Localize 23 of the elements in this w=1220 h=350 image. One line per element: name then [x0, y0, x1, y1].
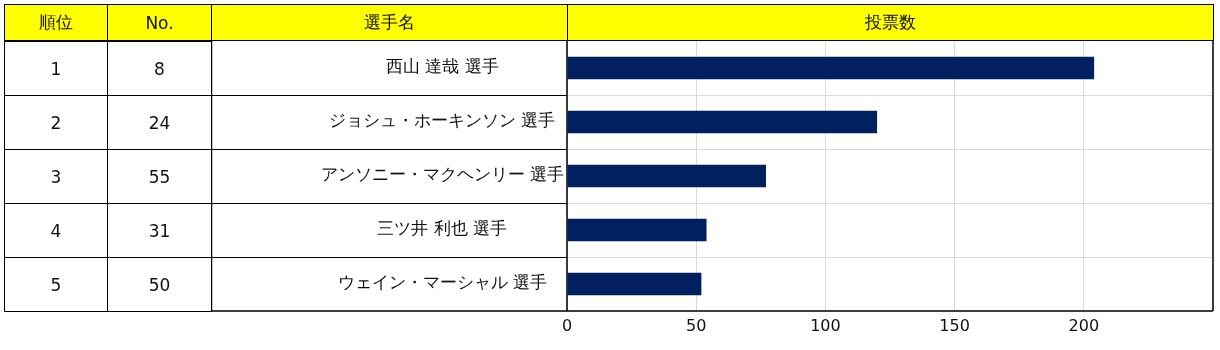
- text: 1: [4, 41, 108, 96]
- x-tick-label: 200: [1068, 315, 1100, 335]
- x-axis-title: 投票数: [567, 4, 1214, 41]
- y-tick-label: ウェイン・マーシャル 選手: [337, 272, 547, 293]
- y-tick-label: アンソニー・マクヘンリー 選手: [320, 164, 564, 185]
- y-tick-label: 三ツ井 利也 選手: [377, 218, 508, 239]
- text: 選手名: [211, 4, 568, 41]
- text: 2: [4, 95, 108, 150]
- x-tick-label: 50: [686, 315, 707, 335]
- text: No.: [107, 4, 212, 41]
- x-tick-label: 0: [561, 315, 573, 335]
- text: 4: [4, 203, 108, 258]
- text: 5: [4, 257, 108, 312]
- x-tick-label: 100: [810, 315, 841, 335]
- text: 3: [4, 149, 108, 204]
- text: 24: [107, 95, 212, 150]
- text: 55: [107, 149, 212, 204]
- text: 8: [107, 41, 212, 96]
- text: 31: [107, 203, 212, 258]
- y-tick-label: 西山 達哉 選手: [385, 56, 499, 77]
- y-tick-label: ジョシュ・ホーキンソン 選手: [329, 110, 556, 131]
- text: 順位: [4, 4, 108, 41]
- x-tick-label: 150: [939, 315, 970, 335]
